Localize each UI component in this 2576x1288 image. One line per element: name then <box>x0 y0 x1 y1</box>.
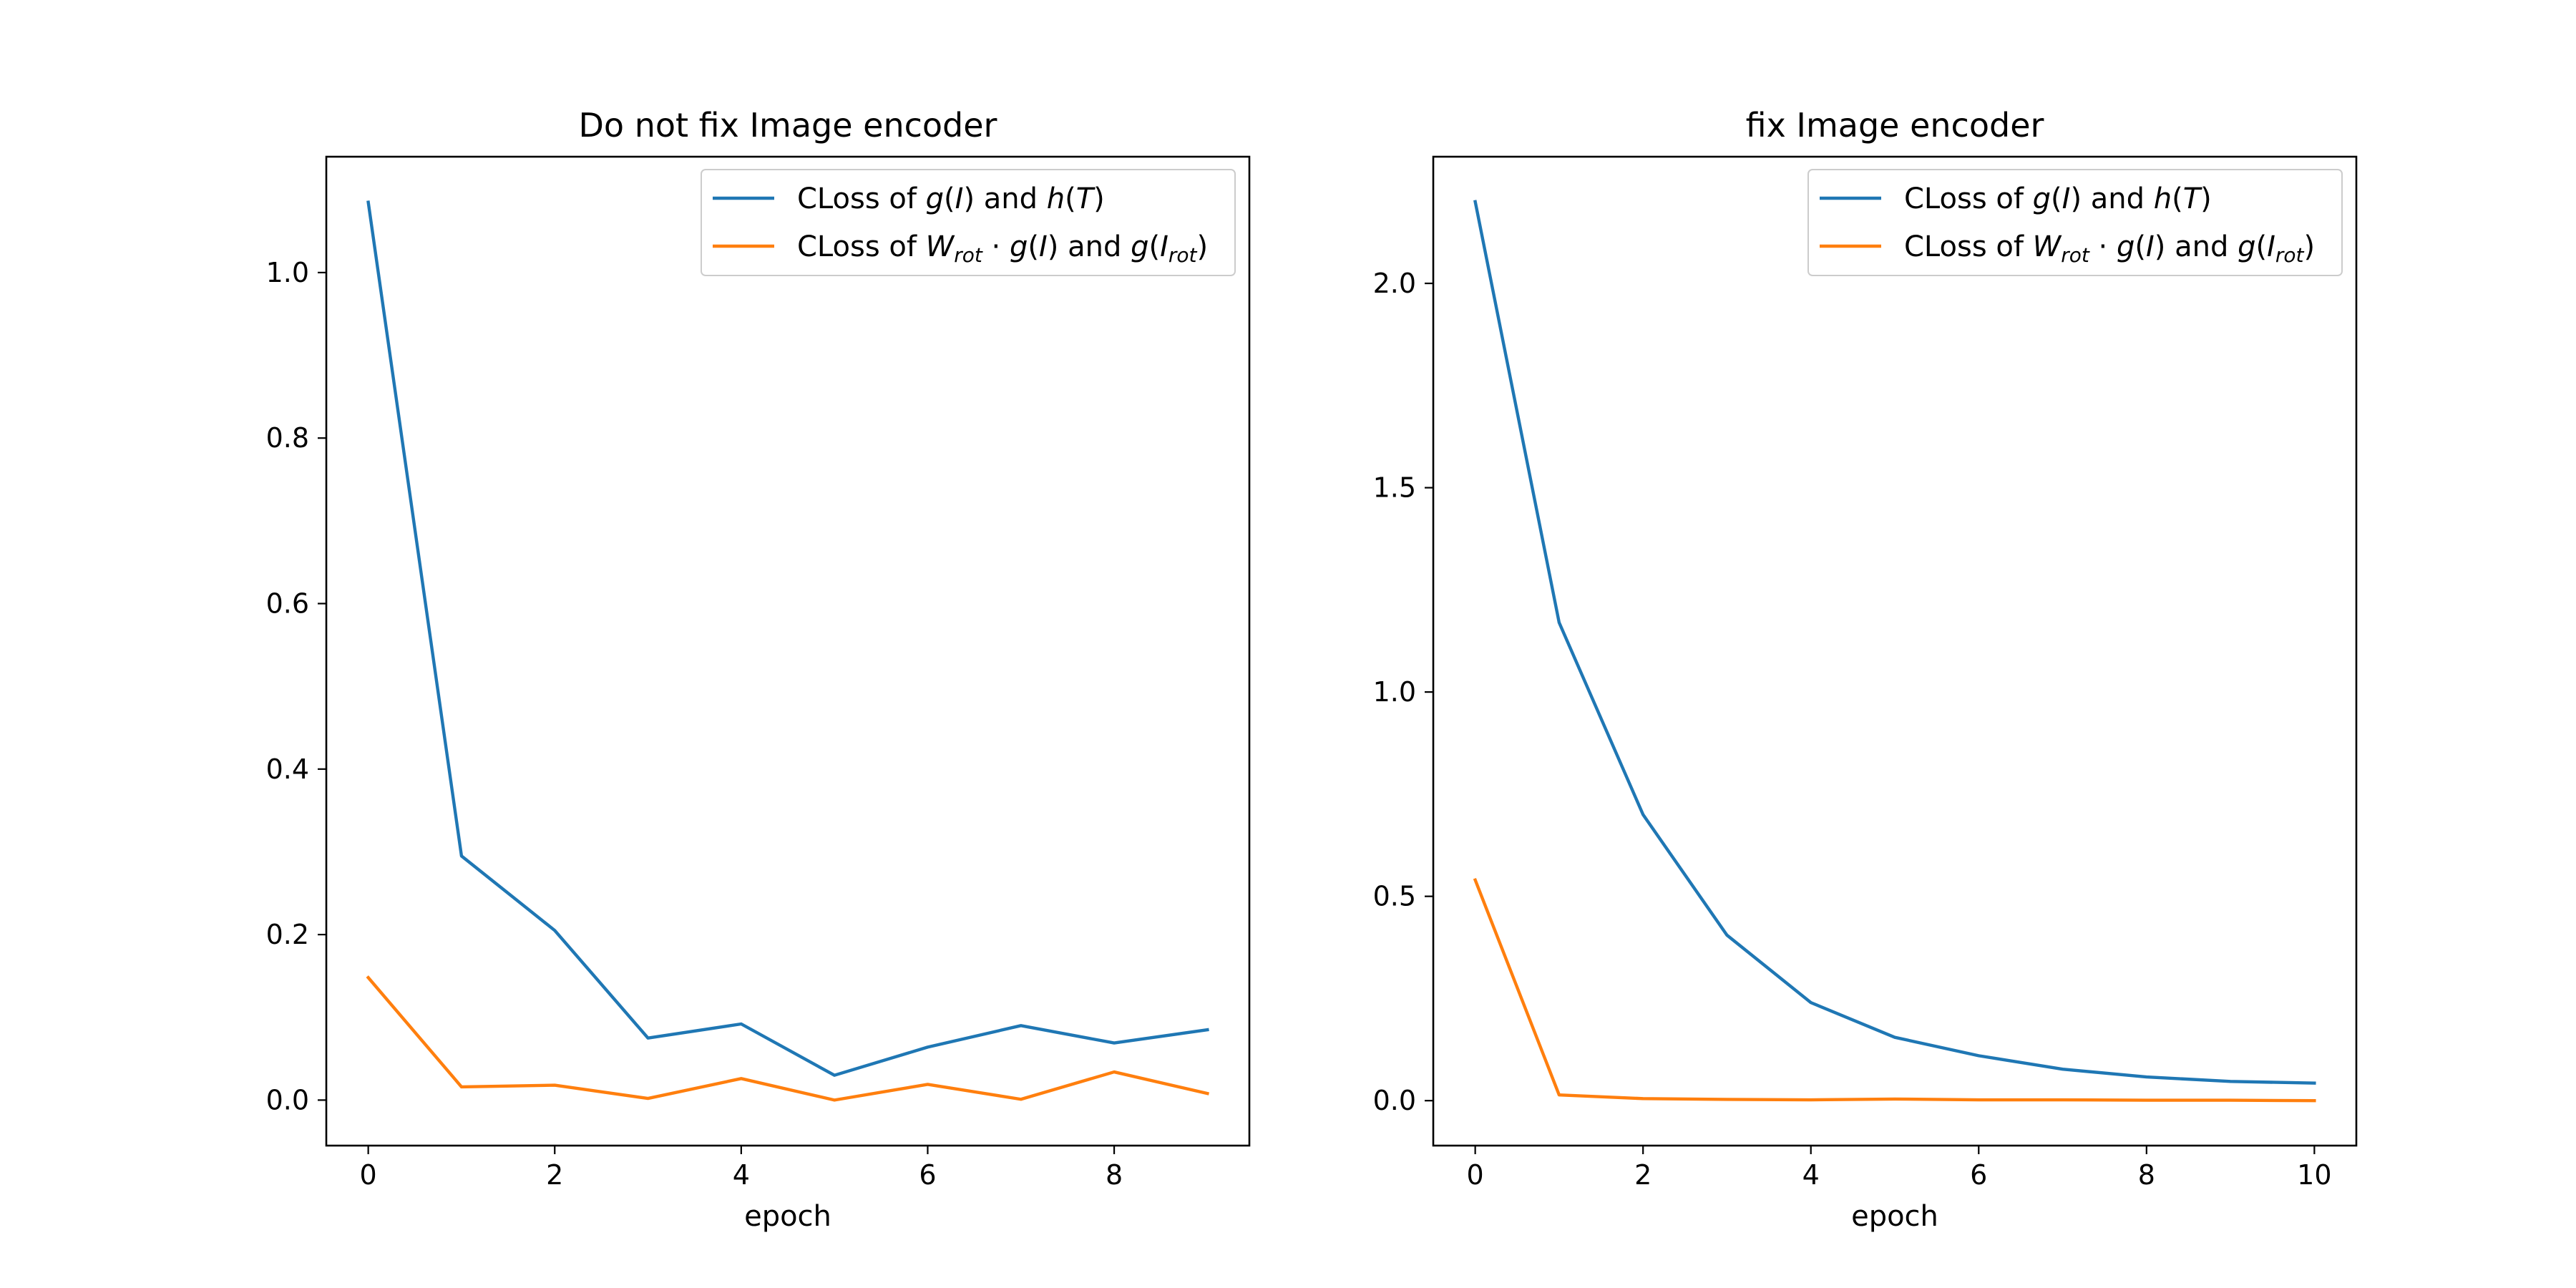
chart-title: Do not fix Image encoder <box>579 106 997 145</box>
y-tick-label: 0.2 <box>266 919 309 950</box>
legend-box <box>1807 169 2343 276</box>
legend-entry-2: CLoss of Wrot · g(I) and g(Irot) <box>1904 230 2315 267</box>
x-axis-label: epoch <box>1851 1200 1938 1233</box>
legend-entry-2: CLoss of Wrot · g(I) and g(Irot) <box>797 230 1208 267</box>
y-tick-label: 1.0 <box>1373 676 1416 708</box>
series-line-2 <box>1473 877 2316 1103</box>
x-tick-label: 8 <box>1106 1159 1123 1191</box>
y-tick-label: 0.5 <box>1373 881 1416 912</box>
y-tick-label: 0.6 <box>266 588 309 620</box>
x-tick-label: 8 <box>2138 1159 2155 1191</box>
y-tick-label: 0.0 <box>266 1084 309 1116</box>
series-line-1 <box>1473 200 2316 1085</box>
y-tick-label: 2.0 <box>1373 268 1416 299</box>
legend: CLoss of g(I) and h(T) CLoss of Wrot · g(… <box>1807 169 2343 276</box>
chart-title: fix Image encoder <box>1746 106 2044 145</box>
x-tick-label: 6 <box>919 1159 936 1191</box>
x-tick-label: 6 <box>1970 1159 1987 1191</box>
plot-frame <box>325 155 1251 1147</box>
x-tick-label: 2 <box>1634 1159 1652 1191</box>
series-line-2 <box>366 975 1209 1102</box>
chart-panel-left: Do not fix Image encoder 0 2 4 6 8 0.0 0.2 0.4 0.… <box>266 106 1251 1233</box>
x-tick-label: 0 <box>360 1159 377 1191</box>
plot-frame <box>1432 155 2358 1147</box>
y-tick-label: 1.0 <box>266 257 309 288</box>
series-line-1 <box>366 200 1209 1077</box>
legend: CLoss of g(I) and h(T) CLoss of Wrot · g(… <box>701 169 1236 276</box>
y-tick-label: 0.8 <box>266 422 309 454</box>
x-axis-label: epoch <box>744 1200 831 1233</box>
legend-entry-1: CLoss of g(I) and h(T) <box>1904 182 2212 215</box>
x-tick-label: 2 <box>546 1159 563 1191</box>
x-tick-label: 4 <box>1802 1159 1820 1191</box>
y-tick-label: 1.5 <box>1373 472 1416 504</box>
y-tick-label: 0.0 <box>1373 1085 1416 1116</box>
y-tick-label: 0.4 <box>266 753 309 785</box>
x-tick-label: 0 <box>1467 1159 1484 1191</box>
x-tick-label: 4 <box>733 1159 750 1191</box>
legend-box <box>701 169 1236 276</box>
legend-entry-1: CLoss of g(I) and h(T) <box>797 182 1105 215</box>
chart-panel-right: fix Image encoder 0 2 4 6 8 10 0.0 0.5 1.0 1.5 2.0 e… <box>1373 106 2358 1233</box>
x-tick-label: 10 <box>2297 1159 2331 1191</box>
